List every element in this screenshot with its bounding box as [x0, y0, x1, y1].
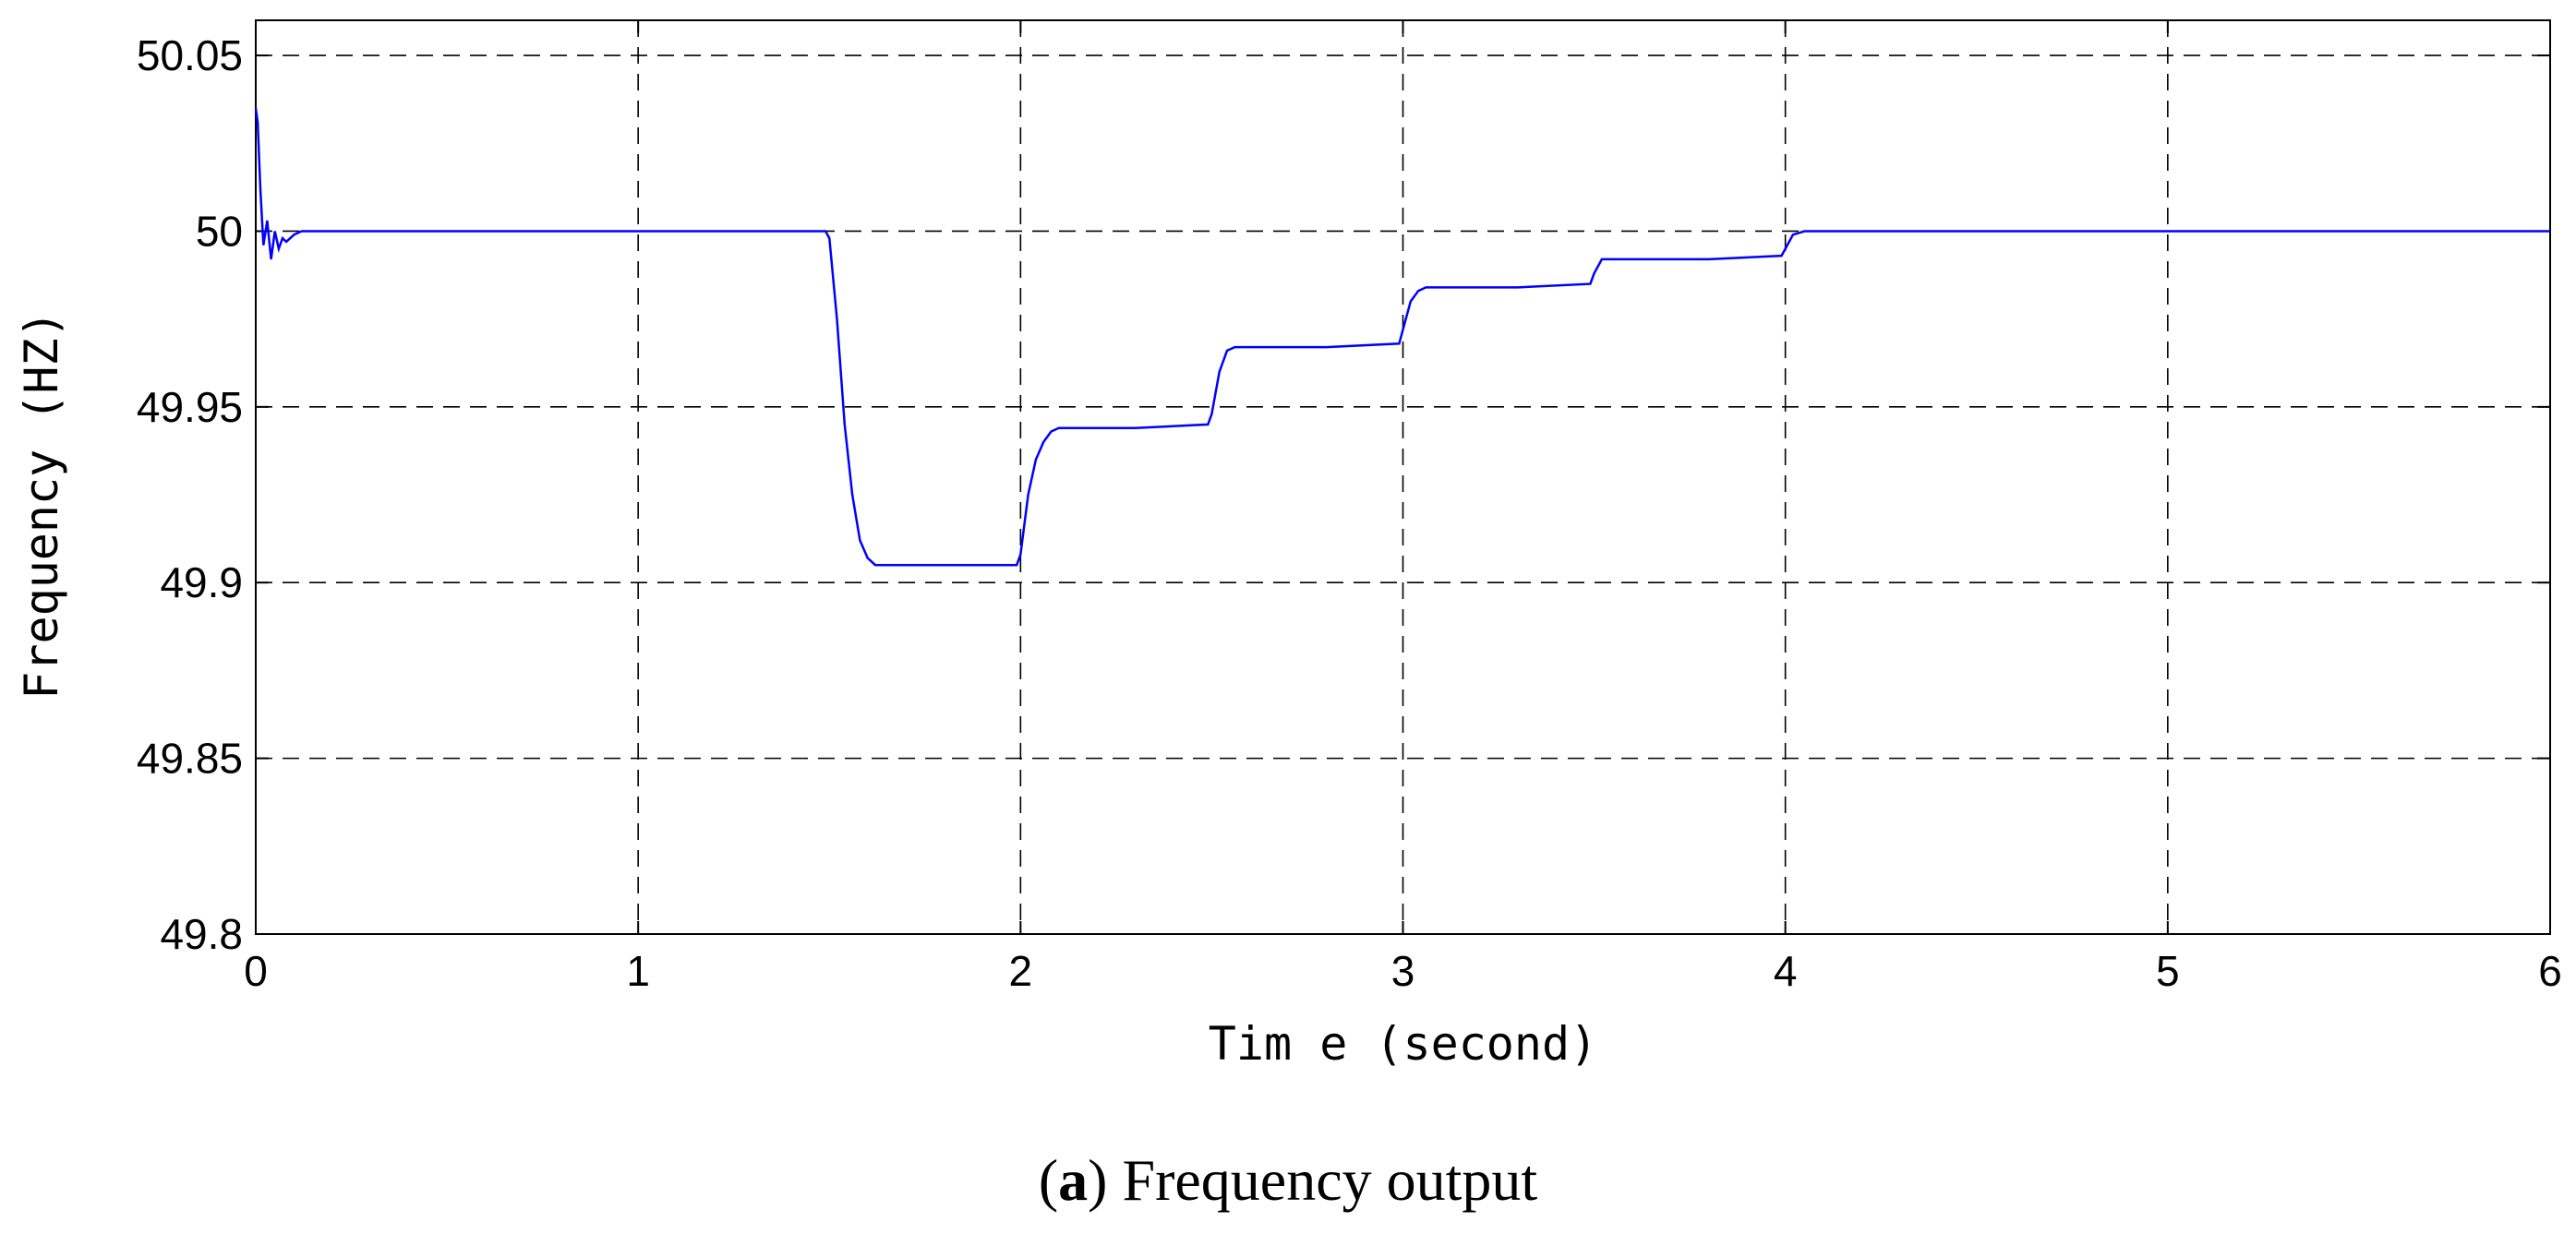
x-tick-label: 6 [2538, 947, 2562, 995]
x-tick-label: 5 [2156, 947, 2180, 995]
caption-text: ) Frequency output [1088, 1147, 1537, 1213]
caption-letter: a [1058, 1147, 1088, 1213]
x-tick-label: 1 [626, 947, 650, 995]
y-tick-label: 49.9 [160, 558, 243, 606]
x-tick-label: 0 [244, 947, 268, 995]
x-tick-label: 3 [1391, 947, 1415, 995]
frequency-series-line [254, 108, 2550, 567]
y-tick-labels: 49.8 49.85 49.9 49.95 50 50.05 [137, 31, 243, 958]
x-tick-label: 4 [1774, 947, 1798, 995]
y-tick-label: 49.95 [137, 383, 243, 431]
y-tick-label: 49.8 [160, 910, 243, 958]
x-tick-labels: 0 1 2 3 4 5 6 [244, 947, 2562, 995]
grid-lines [256, 20, 2550, 934]
y-axis-label: Frequency (HZ) [15, 310, 68, 699]
caption-open-paren: ( [1039, 1147, 1058, 1213]
x-axis-label: Tim e (second) [1209, 1017, 1597, 1071]
y-tick-label: 49.85 [137, 735, 243, 783]
y-tick-label: 50.05 [137, 31, 243, 79]
y-tick-label: 50 [196, 207, 243, 255]
x-tick-label: 2 [1009, 947, 1033, 995]
figure-caption: (a) Frequency output [1039, 1147, 1538, 1213]
